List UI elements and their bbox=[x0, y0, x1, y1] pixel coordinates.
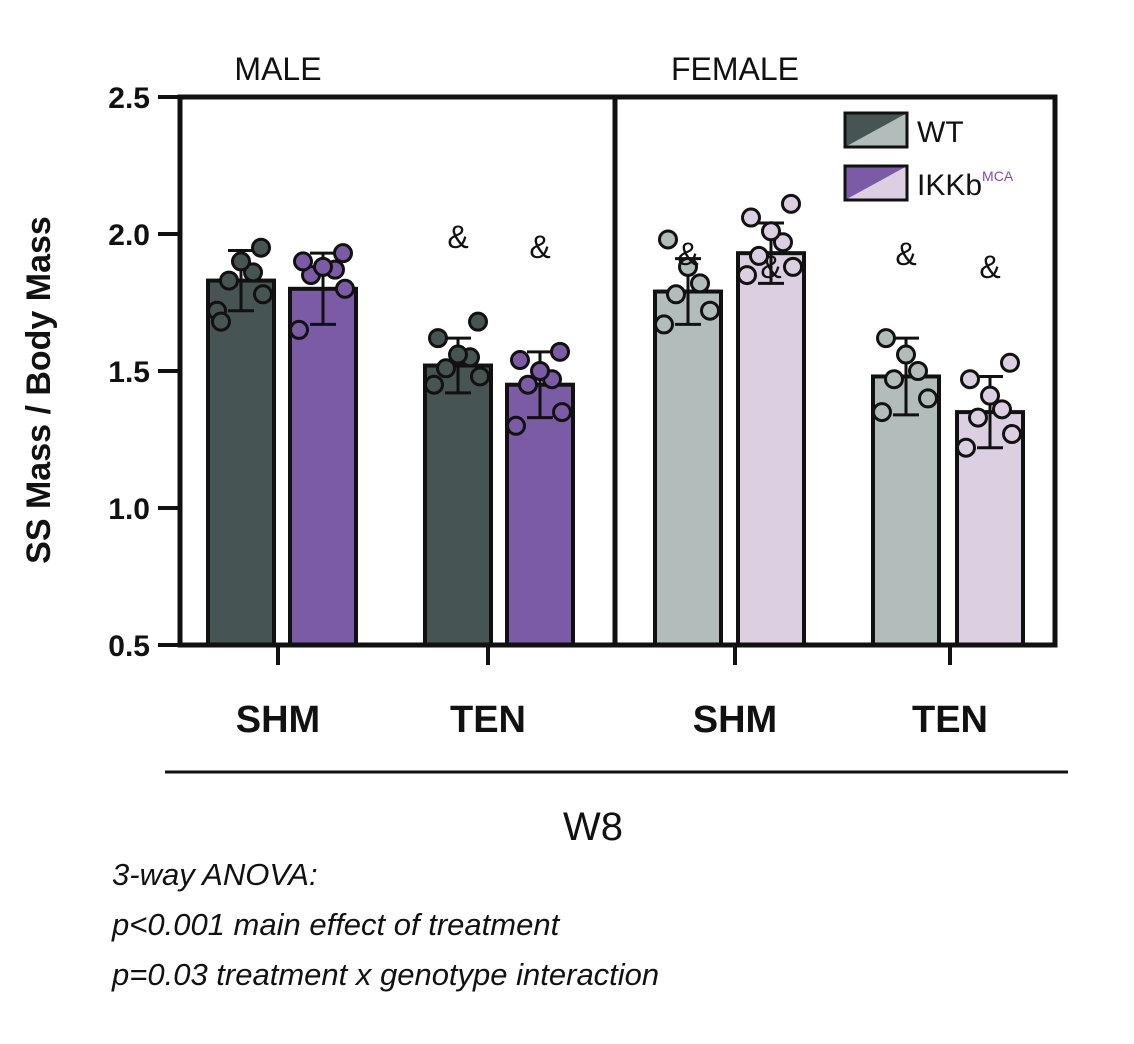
data-point bbox=[335, 278, 355, 299]
data-point bbox=[992, 399, 1012, 420]
data-point bbox=[761, 221, 781, 242]
data-point bbox=[781, 193, 801, 214]
plot-area: MALE SHM & & TEN FEMALE & & SHM & & TEN bbox=[177, 51, 1058, 741]
significance-marker: & bbox=[895, 236, 916, 272]
data-point bbox=[313, 256, 333, 277]
x-category-label: SHM bbox=[236, 699, 320, 741]
legend-swatch-shade bbox=[845, 166, 907, 200]
significance-marker: & bbox=[529, 229, 550, 265]
legend-label-ikkb: IKKbMCA bbox=[917, 168, 1014, 202]
data-point bbox=[289, 319, 309, 340]
data-point bbox=[231, 251, 251, 272]
data-point bbox=[872, 402, 892, 423]
y-tick-label: 2.0 bbox=[108, 219, 150, 252]
data-point bbox=[783, 256, 803, 277]
significance-marker: & bbox=[979, 249, 1000, 285]
data-point bbox=[470, 366, 490, 387]
significance-marker: & bbox=[760, 249, 781, 285]
data-point bbox=[884, 369, 904, 390]
legend-superscript: MCA bbox=[982, 168, 1014, 184]
data-point bbox=[510, 350, 530, 371]
data-point bbox=[980, 385, 1000, 406]
data-point bbox=[896, 344, 916, 365]
legend-swatch-border bbox=[843, 164, 909, 202]
data-point bbox=[918, 388, 938, 409]
significance-marker: & bbox=[447, 219, 468, 255]
data-point bbox=[700, 300, 720, 321]
data-point bbox=[956, 437, 976, 458]
data-point bbox=[1000, 352, 1020, 373]
data-point bbox=[666, 284, 686, 305]
legend: WT IKKbMCA bbox=[843, 111, 1014, 202]
data-point bbox=[211, 311, 231, 332]
data-point bbox=[678, 256, 698, 277]
data-point bbox=[333, 243, 353, 264]
legend-swatch-border bbox=[843, 111, 909, 149]
data-point bbox=[253, 284, 273, 305]
data-point bbox=[293, 251, 313, 272]
data-point bbox=[436, 358, 456, 379]
data-point bbox=[908, 361, 928, 381]
data-point bbox=[428, 328, 448, 349]
data-point bbox=[960, 369, 980, 390]
data-point bbox=[690, 273, 710, 294]
stats-title: 3-way ANOVA: bbox=[112, 857, 318, 892]
data-point bbox=[468, 311, 488, 332]
data-point bbox=[219, 270, 239, 291]
y-tick-label: 0.5 bbox=[108, 630, 150, 663]
y-tick-label: 1.5 bbox=[108, 356, 150, 389]
data-point bbox=[506, 415, 526, 436]
legend-swatch-shade bbox=[845, 113, 907, 147]
data-point bbox=[550, 341, 570, 362]
bar-male-ten-wt bbox=[423, 363, 493, 647]
data-point bbox=[654, 314, 674, 335]
data-point bbox=[741, 207, 761, 228]
data-point bbox=[448, 344, 468, 365]
bar-male-shm-ikkb bbox=[288, 286, 358, 647]
data-point bbox=[737, 265, 757, 286]
data-point bbox=[658, 229, 678, 250]
bar-female-shm-ikkb bbox=[736, 251, 806, 647]
bar-female-shm-wt bbox=[653, 289, 723, 647]
legend-label-wt: WT bbox=[917, 116, 964, 149]
data-point bbox=[424, 374, 444, 395]
x-category-label: TEN bbox=[912, 699, 988, 741]
y-axis: 0.5 1.0 1.5 2.0 2.5 bbox=[108, 82, 180, 663]
data-point bbox=[1002, 424, 1022, 445]
significance-marker: & bbox=[677, 236, 698, 272]
data-point bbox=[876, 328, 896, 349]
panel-label-male: MALE bbox=[234, 51, 321, 87]
stats-line-2: p=0.03 treatment x genotype interaction bbox=[112, 957, 660, 992]
y-tick-label: 1.0 bbox=[108, 493, 150, 526]
data-point bbox=[251, 237, 271, 258]
data-point bbox=[530, 361, 550, 381]
stats-line-1: p<0.001 main effect of treatment bbox=[112, 907, 560, 942]
x-category-label: TEN bbox=[450, 699, 526, 741]
timepoint-label: W8 bbox=[563, 805, 623, 849]
x-category-label: SHM bbox=[693, 699, 777, 741]
data-point bbox=[243, 262, 263, 283]
y-axis-label: SS Mass / Body Mass bbox=[20, 216, 58, 564]
statistics-note: 3-way ANOVA: p<0.001 main effect of trea… bbox=[112, 850, 659, 1000]
data-point bbox=[552, 402, 572, 423]
data-point bbox=[518, 374, 538, 395]
data-point bbox=[773, 232, 793, 253]
panel-label-female: FEMALE bbox=[671, 51, 799, 87]
data-point bbox=[968, 407, 988, 428]
bar-male-shm-wt bbox=[206, 278, 276, 647]
y-tick-label: 2.5 bbox=[108, 82, 150, 115]
data-point bbox=[749, 245, 769, 266]
